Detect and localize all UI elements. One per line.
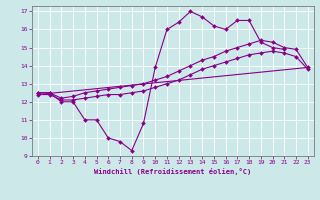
X-axis label: Windchill (Refroidissement éolien,°C): Windchill (Refroidissement éolien,°C) xyxy=(94,168,252,175)
